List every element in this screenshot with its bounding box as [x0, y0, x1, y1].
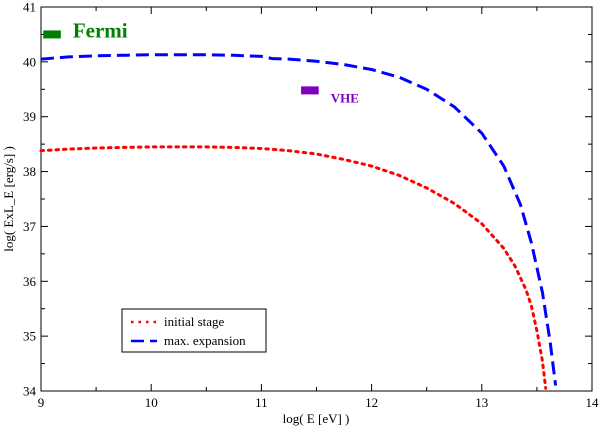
y-tick-label: 41	[23, 0, 36, 15]
legend-box	[121, 308, 267, 353]
x-tick-label: 10	[145, 395, 158, 410]
x-tick-label: 12	[365, 395, 378, 410]
y-tick-label: 35	[23, 329, 36, 344]
legend-label-initial-stage: initial stage	[164, 314, 225, 329]
series-line-initial-stage	[39, 145, 548, 390]
y-tick-label: 37	[23, 219, 37, 234]
series-layer	[39, 53, 558, 390]
x-axis-title: log( E [eV] )	[283, 411, 350, 426]
x-axis-ticks: 9 10 11 12 13 14	[38, 7, 599, 410]
x-tick-label: 14	[586, 395, 600, 410]
y-tick-label: 38	[23, 164, 36, 179]
x-tick-label: 13	[475, 395, 488, 410]
y-tick-label: 40	[23, 54, 36, 69]
y-tick-label: 39	[23, 109, 36, 124]
marker-layer: Fermi VHE	[43, 18, 359, 105]
x-tick-label: 9	[38, 395, 45, 410]
y-tick-label: 36	[23, 274, 37, 289]
y-axis-ticks: 34 35 36 37 38 39 40 41	[23, 0, 592, 399]
fermi-label: Fermi	[73, 18, 128, 42]
legend-label-max-expansion: max. expansion	[164, 333, 246, 348]
fermi-marker	[43, 30, 61, 39]
vhe-label: VHE	[331, 90, 359, 105]
y-axis-title: log( ExL_E [erg/s] )	[1, 146, 16, 252]
x-tick-label: 11	[255, 395, 268, 410]
vhe-marker	[301, 86, 319, 95]
series-line-max-expansion	[40, 53, 558, 386]
y-tick-label: 34	[23, 384, 37, 399]
legend: initial stage max. expansion	[121, 308, 267, 353]
